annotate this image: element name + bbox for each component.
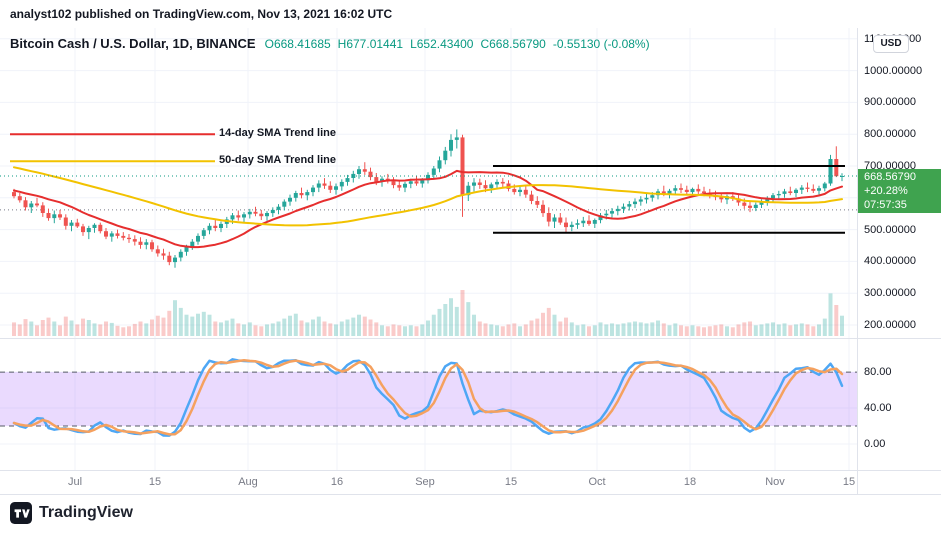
time-axis[interactable]: Jul 15 Aug 16 Sep 15 Oct 18 Nov 15 bbox=[0, 470, 857, 494]
chart-legend: Bitcoin Cash / U.S. Dollar, 1D, BINANCE … bbox=[10, 36, 650, 51]
price-badge: 668.56790 +20.28% 07:57:35 bbox=[858, 168, 941, 213]
close-value: C668.56790 bbox=[480, 37, 546, 51]
low-value: L652.43400 bbox=[410, 37, 474, 51]
chart-area: Bitcoin Cash / U.S. Dollar, 1D, BINANCE … bbox=[0, 28, 941, 495]
panel-separator[interactable] bbox=[0, 338, 941, 339]
currency-toggle-button[interactable]: USD bbox=[873, 35, 909, 53]
main-chart-canvas[interactable] bbox=[0, 28, 857, 338]
time-scale-label: 18 bbox=[683, 476, 697, 488]
price-scale-label: 900.00000 bbox=[864, 96, 916, 109]
open-value: O668.41685 bbox=[264, 37, 331, 51]
ohlc-values: O668.41685 H677.01441 L652.43400 C668.56… bbox=[265, 37, 650, 51]
footer-bar: TradingView bbox=[0, 495, 941, 535]
price-scale-label: 400.00000 bbox=[864, 255, 916, 268]
price-chart[interactable]: Bitcoin Cash / U.S. Dollar, 1D, BINANCE … bbox=[0, 28, 857, 495]
price-scale-label: 200.00000 bbox=[864, 318, 916, 331]
change-value: -0.55130 (-0.08%) bbox=[552, 37, 650, 51]
indicator-scale-label: 40.00 bbox=[864, 402, 892, 415]
time-scale-label: 15 bbox=[148, 476, 162, 488]
price-scale-label: 500.00000 bbox=[864, 223, 916, 236]
tradingview-logo[interactable]: TradingView bbox=[10, 502, 133, 524]
tradingview-logo-text: TradingView bbox=[39, 504, 133, 521]
time-axis-separator bbox=[0, 470, 941, 471]
sma14-trendline-label[interactable]: 14-day SMA Trend line bbox=[219, 127, 336, 140]
indicator-scale-label: 0.00 bbox=[864, 437, 886, 450]
price-scale-label: 1000.00000 bbox=[864, 64, 923, 77]
symbol-title[interactable]: Bitcoin Cash / U.S. Dollar, 1D, BINANCE bbox=[10, 36, 256, 51]
price-scale-label: 300.00000 bbox=[864, 287, 916, 300]
indicator-scale-label: 80.00 bbox=[864, 366, 892, 379]
last-price-label: 668.56790 bbox=[864, 170, 916, 183]
tradingview-logo-icon bbox=[10, 502, 32, 524]
bar-countdown-label: 07:57:35 bbox=[864, 198, 907, 211]
time-scale-label: Jul bbox=[67, 476, 83, 488]
time-scale-label: 16 bbox=[330, 476, 344, 488]
publish-bar: analyst102 published on TradingView.com,… bbox=[0, 0, 941, 28]
sma50-trendline-label[interactable]: 50-day SMA Trend line bbox=[219, 154, 336, 167]
time-scale-label: Nov bbox=[765, 476, 785, 488]
time-scale-label: Aug bbox=[238, 476, 258, 488]
price-scale-label: 800.00000 bbox=[864, 128, 916, 141]
publish-info: analyst102 published on TradingView.com,… bbox=[10, 7, 393, 21]
time-scale-label: 15 bbox=[504, 476, 518, 488]
time-scale-label: 15 bbox=[842, 476, 856, 488]
change-percent-label: +20.28% bbox=[864, 184, 908, 197]
price-axis[interactable]: USD 668.56790 +20.28% 07:57:35 1100.0000… bbox=[857, 28, 941, 495]
time-scale-label: Sep bbox=[415, 476, 435, 488]
time-scale-label: Oct bbox=[588, 476, 606, 488]
stochastic-panel-canvas[interactable] bbox=[0, 338, 857, 470]
chart-bottom-border bbox=[0, 494, 941, 495]
high-value: H677.01441 bbox=[337, 37, 404, 51]
